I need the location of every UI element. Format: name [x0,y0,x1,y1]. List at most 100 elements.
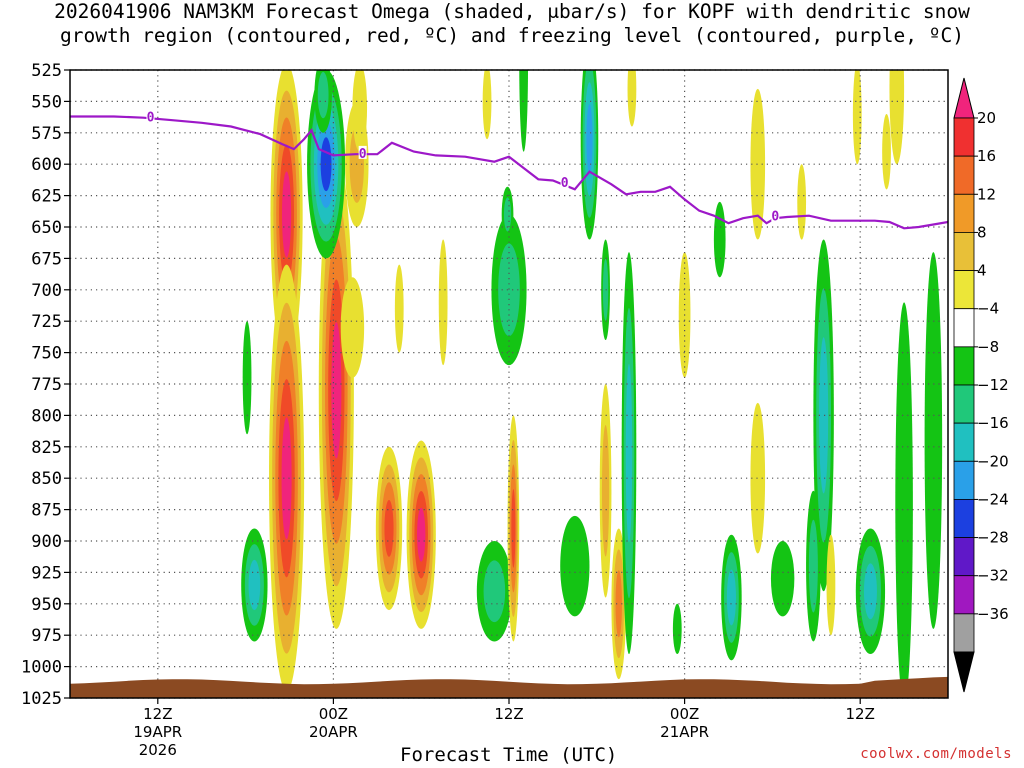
omega-cell-10-level-3 [248,559,261,611]
freezing-level-line [70,115,948,230]
colorbar-segment-0 [953,117,975,157]
omega-cell-21-level-4 [586,104,593,175]
omega-cell-31-level-1 [750,402,766,554]
colorbar-segment-10 [953,499,975,538]
freezing-level-label-bg-0 [146,109,155,123]
omega-cell-15-level-2 [483,560,506,623]
y-tick-label-725: 725 [31,312,62,332]
terrain-surface [70,676,948,698]
colorbar-label-5: −4 [977,300,999,318]
colorbar-segment-2 [953,193,975,233]
omega-cell-26-level-1 [627,70,637,127]
colorbar-label-9: −20 [977,452,1009,470]
y-tick-label-600: 600 [31,155,62,175]
y-tick-label-900: 900 [31,532,62,552]
omega-cell-43-level-1 [672,603,682,655]
omega-cell-23-level-2 [601,425,610,557]
colorbar-label-12: −32 [977,567,1009,585]
y-axis: 525 550 575 600 625 650 675 700 725 750 775 800 825 8… [21,61,70,709]
x-tick-label-12: 12Z [143,705,172,723]
omega-shading [241,70,943,698]
omega-cell-3-level-5 [320,137,332,192]
watermark: coolwx.com/models [860,746,1012,762]
colorbar-label-3: 8 [977,223,987,241]
y-tick-label-850: 850 [31,469,62,489]
omega-cell-19-level-1 [519,70,529,152]
colorbar-segment-1 [953,155,975,195]
x-axis-title: Forecast Time (UTC) [400,744,618,766]
omega-cell-18-level-4 [511,489,516,568]
y-tick-label-1025: 1025 [21,689,62,709]
freezing-level-label-bg-1 [358,145,367,159]
freezing-level-label-0: 0 [147,110,155,125]
omega-cell-35-level-2 [808,519,818,613]
x-tick-label-36: 12Z [494,705,523,723]
omega-cell-37-level-1 [882,113,891,190]
colorbar-segment-7 [953,384,975,424]
y-tick-label-525: 525 [31,61,62,81]
x-tick-label-48: 00Z [670,705,699,723]
colorbar-segment-12 [953,575,975,615]
omega-cell-7-level-4 [384,500,394,557]
omega-cell-9-level-1 [340,277,365,378]
y-tick-label-950: 950 [31,595,62,615]
freezing-level-label-bg-3 [771,208,780,222]
colorbar-label-7: −12 [977,376,1009,394]
freezing-level-label-2: 0 [561,176,569,191]
x-tick-sublabel-12-0: 19APR [133,723,182,741]
colorbar-label-13: −36 [977,605,1009,623]
omega-cell-39-level-1 [924,252,943,629]
colorbar-top-triangle [953,77,975,119]
omega-cell-33-level-1 [797,164,807,240]
terrain-band [70,676,948,698]
colorbar-label-8: −16 [977,414,1009,432]
colorbar-segment-3 [953,232,975,271]
omega-cell-36-level-3 [863,563,877,620]
y-tick-label-625: 625 [31,187,62,207]
omega-cell-8-level-5 [417,507,426,562]
omega-cell-28-level-3 [726,569,736,626]
omega-cell-25-level-3 [625,363,633,543]
x-tick-sublabel-24-0: 20APR [309,723,358,741]
colorbar-label-2: 12 [977,185,996,203]
omega-cell-2-level-5 [331,322,342,459]
y-tick-label-675: 675 [31,249,62,269]
colorbar: 20 16 12 8 4 −4 −8 −12 −16 −20 −24 −28 −32 −36 [953,77,1009,693]
omega-cell-13-level-1 [438,239,448,366]
colorbar-bottom-triangle [953,651,975,693]
omega-cell-11-level-1 [242,321,252,435]
colorbar-segment-11 [953,537,975,577]
x-tick-sublabel-48-0: 21APR [660,723,709,741]
omega-cell-4-level-2 [317,71,329,119]
x-tick-sublabel-12-1: 2026 [139,741,177,759]
omega-cell-38-level-1 [895,302,913,698]
colorbar-label-11: −28 [977,529,1009,547]
omega-cell-40-level-1 [889,70,905,165]
omega-cell-20-level-1 [560,515,590,617]
omega-cell-14-level-1 [482,70,492,140]
omega-cell-34-level-3 [819,337,829,494]
y-tick-label-975: 975 [31,626,62,646]
y-tick-label-925: 925 [31,563,62,583]
chart-title-line-2: growth region (contoured, red, ºC) and f… [60,24,964,47]
omega-cell-42-level-1 [826,534,836,636]
colorbar-label-4: 4 [977,262,987,280]
colorbar-segment-6 [953,346,975,386]
colorbar-segment-4 [953,270,975,310]
colorbar-label-10: −24 [977,490,1009,508]
x-tick-label-24: 00Z [319,705,348,723]
omega-cell-1-level-5 [281,417,292,540]
y-tick-label-550: 550 [31,92,62,112]
colorbar-segment-8 [953,422,975,462]
freezing-level-label-1: 0 [359,147,367,162]
y-tick-label-775: 775 [31,375,62,395]
y-tick-label-875: 875 [31,501,62,521]
colorbar-segment-5 [953,308,975,348]
omega-cell-22-level-2 [602,258,609,321]
omega-cell-17-level-2 [503,197,512,232]
omega-cell-12-level-1 [394,264,404,353]
y-tick-label-650: 650 [31,218,62,238]
freezing-level-contour: 0 0 0 0 [70,109,948,230]
omega-cell-41-level-1 [852,70,862,165]
